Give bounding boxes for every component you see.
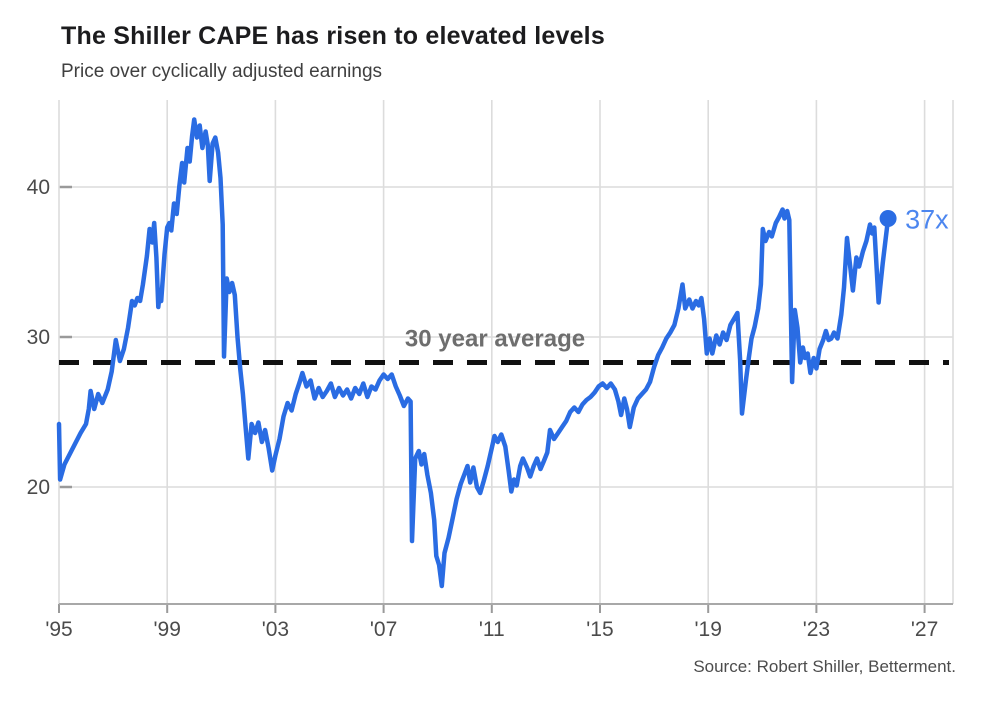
x-tick-label: '27 bbox=[911, 618, 938, 641]
page-title: The Shiller CAPE has risen to elevated l… bbox=[61, 22, 605, 50]
x-tick-label: '03 bbox=[262, 618, 289, 641]
x-tick-label: '07 bbox=[370, 618, 397, 641]
x-tick-label: '23 bbox=[803, 618, 830, 641]
y-tick-label: 30 bbox=[27, 326, 50, 349]
average-line-label: 30 year average bbox=[405, 326, 585, 353]
x-tick-label: '11 bbox=[479, 618, 505, 641]
endpoint-marker bbox=[879, 210, 897, 227]
source-note: Source: Robert Shiller, Betterment. bbox=[693, 657, 956, 676]
x-tick-label: '19 bbox=[695, 618, 722, 641]
x-tick-label: '95 bbox=[45, 618, 72, 641]
chart-subtitle: Price over cyclically adjusted earnings bbox=[61, 61, 383, 82]
endpoint-label: 37x bbox=[905, 205, 949, 235]
y-tick-label: 40 bbox=[27, 176, 50, 199]
y-tick-label: 20 bbox=[27, 476, 50, 499]
x-tick-label: '15 bbox=[586, 618, 613, 641]
x-tick-label: '99 bbox=[154, 618, 181, 641]
cape-line bbox=[56, 117, 891, 589]
